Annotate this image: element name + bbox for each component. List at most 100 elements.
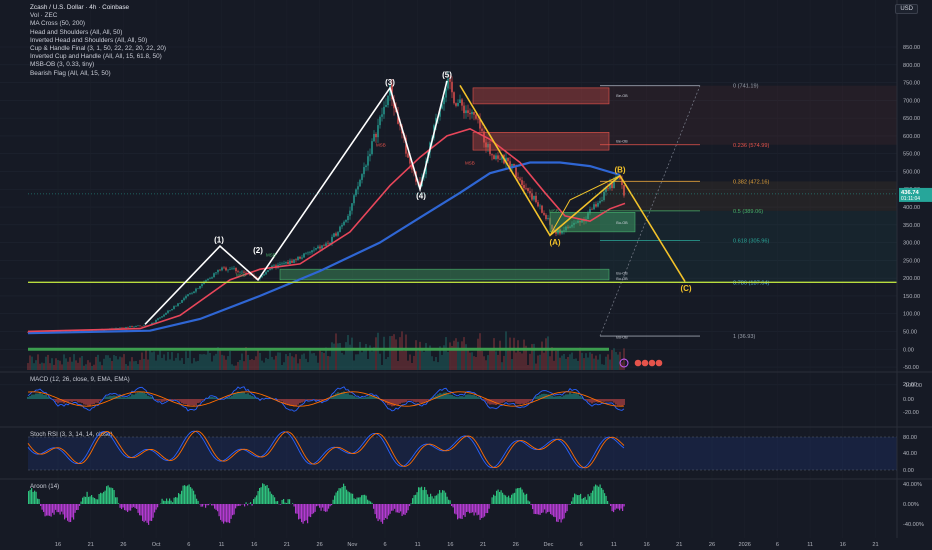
price-tick: 850.00 xyxy=(903,45,920,51)
legend-item[interactable]: Inverted Cup and Handle (All, All, 15, 6… xyxy=(30,53,162,61)
macd-histogram-bar xyxy=(301,399,303,403)
legend-item[interactable]: Vol · ZEC xyxy=(30,12,58,20)
candle-body xyxy=(471,111,473,115)
volume-bar xyxy=(427,348,429,370)
candle-body xyxy=(477,118,479,120)
aroon-bar xyxy=(134,504,136,509)
macd-histogram-bar xyxy=(47,396,49,399)
candle-body xyxy=(543,212,545,215)
macd-histogram-bar xyxy=(543,393,545,399)
aroon-bar xyxy=(367,499,369,504)
corrective-wave-path xyxy=(459,84,686,283)
aroon-bar xyxy=(43,504,45,512)
symbol-title[interactable]: Zcash / U.S. Dollar · 4h · Coinbase xyxy=(30,4,130,11)
legend-item[interactable]: Cup & Handle Final (3, 1, 50, 22, 22, 20… xyxy=(30,45,167,53)
aroon-bar xyxy=(593,486,595,504)
volume-bar xyxy=(129,361,131,370)
aroon-bar xyxy=(218,504,220,517)
candle-body xyxy=(473,111,475,115)
volume-bar xyxy=(245,347,247,370)
candle-body xyxy=(515,167,517,178)
aroon-bar xyxy=(166,498,168,504)
aroon-bar xyxy=(47,504,49,516)
time-tick: 21 xyxy=(88,542,94,548)
aroon-bar xyxy=(580,493,582,504)
volume-bar xyxy=(183,363,185,370)
volume-bar xyxy=(325,347,327,370)
macd-histogram-bar xyxy=(65,399,67,403)
aroon-bar xyxy=(163,500,165,504)
candle-body xyxy=(371,141,373,155)
candle-body xyxy=(137,325,139,327)
currency-badge[interactable]: USD xyxy=(895,4,918,14)
volume-bar xyxy=(43,363,45,370)
volume-bar xyxy=(197,360,199,370)
aroon-bar xyxy=(193,490,195,504)
legend-item[interactable]: Inverted Head and Shoulders (All, All, 5… xyxy=(30,36,148,44)
price-tick: 350.00 xyxy=(903,223,920,229)
aroon-bar xyxy=(530,504,532,506)
candle-body xyxy=(313,249,315,251)
aroon-bar xyxy=(310,504,312,518)
macd-histogram-bar xyxy=(307,399,309,401)
aroon-bar xyxy=(395,504,397,513)
candle-body xyxy=(447,78,449,89)
aroon-bar xyxy=(155,504,157,510)
volume-bar xyxy=(601,364,603,370)
aroon-bar xyxy=(415,494,417,504)
aroon-bar xyxy=(442,490,444,504)
candle-body xyxy=(567,226,569,228)
aroon-bar xyxy=(115,497,117,504)
aroon-bar xyxy=(116,497,118,504)
macd-histogram-bar xyxy=(189,399,191,406)
candle-body xyxy=(241,271,243,273)
aroon-bar xyxy=(623,504,625,507)
aroon-bar xyxy=(451,504,453,507)
legend-item[interactable]: MSB-OB (3, 0.33, tiny) xyxy=(30,61,95,69)
legend-item[interactable]: Bearish Flag (All, All, 15, 50) xyxy=(30,69,111,77)
aroon-bar xyxy=(59,504,61,515)
aroon-bar xyxy=(452,504,454,508)
macd-histogram-bar xyxy=(605,399,607,402)
macd-histogram-bar xyxy=(37,393,39,399)
macd-histogram-bar xyxy=(99,399,101,402)
aroon-bar xyxy=(184,485,186,504)
aroon-bar xyxy=(517,488,519,504)
candle-body xyxy=(215,272,217,274)
legend-item[interactable]: Head and Shoulders (All, All, 50) xyxy=(30,28,123,36)
candle-body xyxy=(469,112,471,115)
macd-histogram-bar xyxy=(445,392,447,399)
macd-histogram-bar xyxy=(71,399,73,402)
aroon-bar xyxy=(392,504,394,511)
price-tick: 600.00 xyxy=(903,134,920,140)
candle-body xyxy=(519,178,521,181)
candle-body xyxy=(443,97,445,105)
candle-body xyxy=(319,246,321,249)
candle-body xyxy=(587,213,589,219)
volume-bar xyxy=(101,365,103,370)
aroon-bar xyxy=(223,504,225,524)
volume-bar xyxy=(565,358,567,370)
macd-histogram-bar xyxy=(85,399,87,405)
aroon-bar xyxy=(142,504,144,521)
volume-bar xyxy=(605,356,607,370)
volume-bar xyxy=(365,343,367,370)
macd-histogram-bar xyxy=(455,396,457,399)
volume-bar xyxy=(497,354,499,370)
candle-body xyxy=(217,269,219,273)
candle-body xyxy=(529,191,531,194)
macd-histogram-bar xyxy=(171,399,173,401)
legend-item[interactable]: MA Cross (50, 200) xyxy=(30,20,86,28)
aroon-bar xyxy=(35,491,37,504)
volume-bar xyxy=(539,354,541,370)
macd-histogram-bar xyxy=(409,399,411,401)
price-tick: 0.00 xyxy=(903,347,914,353)
aroon-bar xyxy=(80,501,82,504)
aroon-bar xyxy=(484,504,486,517)
volume-bar xyxy=(597,359,599,370)
macd-histogram-bar xyxy=(117,396,119,399)
price-tick: 800.00 xyxy=(903,63,920,69)
candle-body xyxy=(225,267,227,271)
macd-histogram-bar xyxy=(293,399,295,407)
